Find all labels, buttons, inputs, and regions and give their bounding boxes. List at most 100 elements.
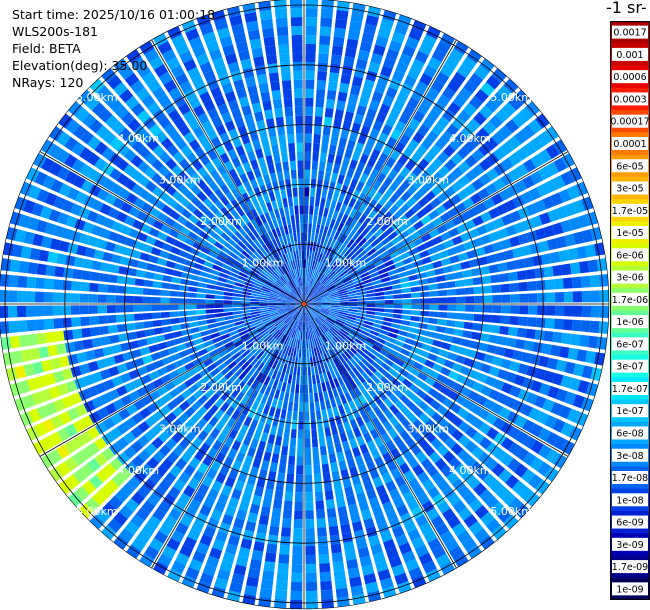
range-gate-cell [431,472,445,485]
range-gate-cell [492,356,503,367]
range-gate-cell [196,299,206,304]
range-gate-cell [239,424,249,435]
range-gate-cell [333,377,340,388]
range-gate-cell [330,369,337,380]
range-gate-cell [146,402,159,414]
range-gate-cell [448,370,460,381]
range-gate-cell [343,176,352,187]
range-gate-cell [253,250,262,260]
range-gate-cell [406,373,417,383]
range-gate-cell [172,330,183,339]
range-gate-cell [278,323,286,331]
range-gate-cell [153,327,164,335]
range-gate-cell [377,232,388,242]
range-gate-cell [454,279,465,288]
range-gate-cell [438,178,450,191]
range-gate-cell [375,296,385,300]
range-gate-cell [216,164,227,176]
range-gate-cell [355,416,365,427]
range-gate-cell [493,162,507,176]
range-gate-cell [341,532,353,543]
range-gate-cell [364,367,374,377]
range-gate-cell [341,326,351,334]
range-gate-cell [485,518,501,533]
range-gate-cell [262,27,275,38]
range-gate-cell [278,293,288,298]
range-gate-cell [335,9,349,21]
range-gate-cell [169,387,181,399]
range-gate-cell [371,344,382,353]
range-gate-cell [290,292,298,299]
range-gate-cell [114,105,129,119]
range-gate-cell [332,337,340,346]
range-gate-cell [341,224,349,234]
range-gate-cell [79,363,91,375]
range-gate-cell [361,184,371,195]
range-gate-cell [312,302,322,304]
range-gate-cell [201,120,214,133]
range-gate-cell [289,160,297,171]
range-gate-cell [91,224,103,237]
range-gate-cell [555,359,567,373]
range-gate-cell [246,221,255,232]
range-gate-cell [326,371,333,381]
range-gate-cell [240,133,251,145]
range-gate-cell [321,324,328,332]
range-gate-cell [357,546,370,559]
range-gate-cell [43,291,54,303]
range-gate-cell [417,102,430,116]
range-gate-cell [259,9,273,21]
range-gate-cell [380,222,391,232]
range-gate-cell [318,287,326,294]
range-gate-cell [514,415,528,429]
colorbar-tick-label: 0.0017 [613,28,646,39]
range-gate-cell [282,363,288,374]
range-gate-cell [215,317,225,323]
range-gate-cell [320,293,330,298]
range-gate-cell [191,437,203,449]
range-gate-cell [214,409,225,420]
range-gate-cell [41,157,55,173]
range-gate-cell [294,241,299,251]
range-gate-cell [85,497,100,513]
range-gate-cell [113,511,128,526]
range-gate-cell [358,203,367,214]
range-gate-cell [183,464,196,477]
range-gate-cell [251,333,261,341]
range-gate-cell [152,319,163,327]
range-gate-cell [320,234,326,245]
range-gate-cell [53,398,66,412]
range-gate-cell [35,219,48,233]
range-gate-cell [360,227,370,237]
range-gate-cell [241,405,251,416]
range-gate-cell [73,256,85,268]
range-gate-cell [293,329,297,339]
range-gate-cell [235,165,245,176]
range-gate-cell [152,281,163,289]
range-gate-cell [141,394,153,406]
range-gate-cell [193,104,206,117]
range-gate-cell [515,147,529,161]
range-gate-cell [197,203,209,214]
range-gate-cell [440,341,452,351]
range-gate-cell [492,241,503,252]
range-gate-cell [305,519,315,529]
range-gate-cell [82,221,95,234]
range-gate-cell [18,214,31,229]
range-gate-cell [339,165,348,176]
range-gate-cell [268,377,275,388]
range-gate-cell [497,262,508,272]
range-gate-cell [284,391,290,402]
range-gate-cell [155,265,166,274]
range-gate-cell [380,325,391,332]
range-gate-cell [383,397,394,409]
range-gate-cell [394,241,405,250]
range-gate-cell [40,139,55,155]
range-gate-cell [280,313,289,319]
range-gate-cell [291,420,298,430]
range-gate-cell [430,515,445,529]
range-gate-cell [286,327,292,336]
range-gate-cell [209,547,223,560]
range-gate-cell [142,354,153,365]
range-gate-cell [191,75,205,88]
